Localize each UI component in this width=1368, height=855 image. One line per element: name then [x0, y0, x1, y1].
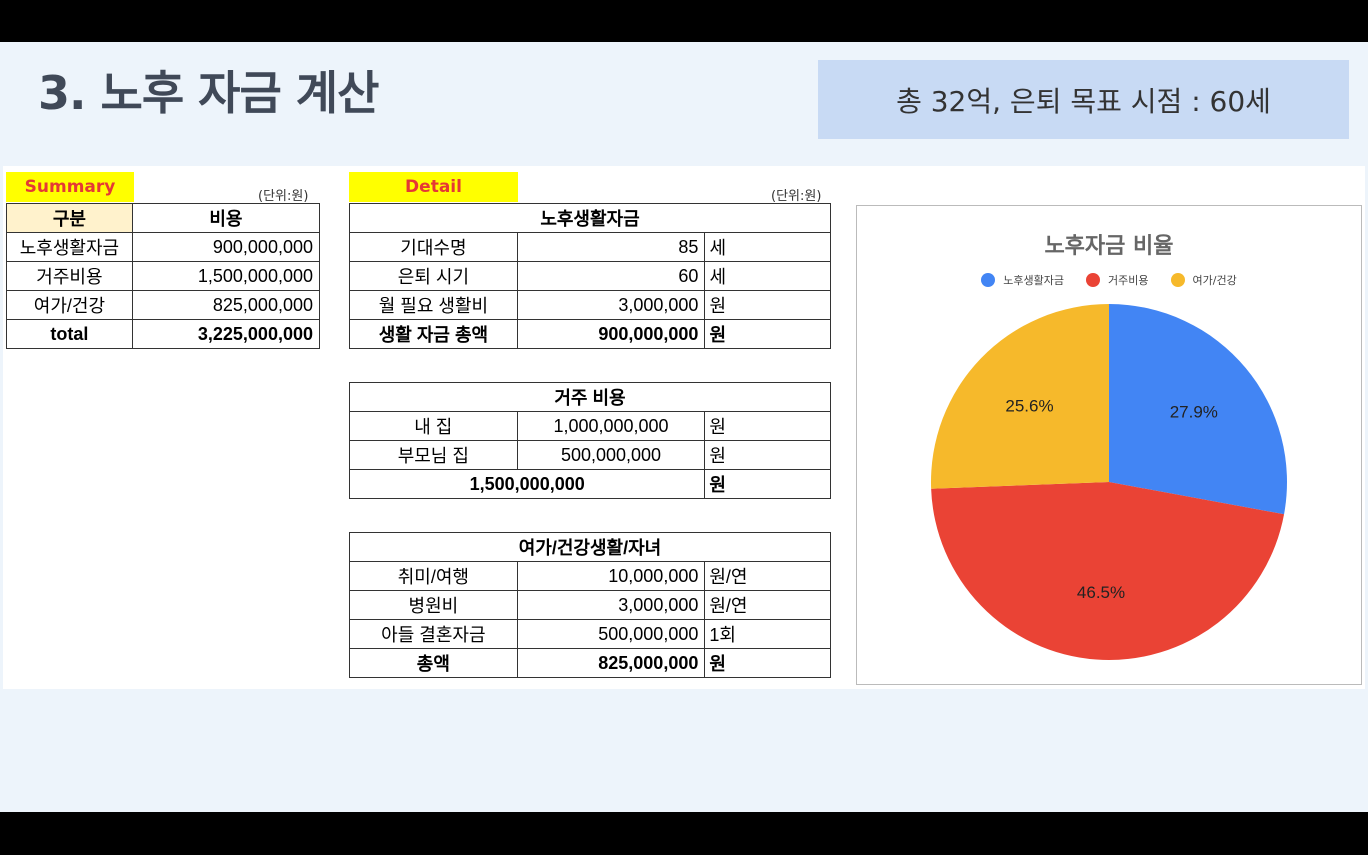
- row-unit: 세: [704, 261, 831, 291]
- leisure-table: 여가/건강생활/자녀 취미/여행 10,000,000 원/연 병원비 3,00…: [349, 532, 831, 678]
- table-row: 내 집 1,000,000,000 원: [349, 411, 831, 441]
- header-category: 구분: [6, 203, 133, 233]
- legend-label: 여가/건강: [1192, 274, 1237, 287]
- table-row: 노후생활자금 900,000,000: [6, 232, 321, 262]
- table-row: 부모님 집 500,000,000 원: [349, 440, 831, 470]
- table-row: 1,500,000,000 원: [348, 469, 831, 499]
- legend-label: 거주비용: [1108, 274, 1149, 287]
- row-unit: 세: [704, 232, 831, 262]
- total-label: 생활 자금 총액: [349, 319, 518, 349]
- row-label: 취미/여행: [349, 561, 518, 591]
- table-row: 생활 자금 총액 900,000,000 원: [349, 319, 831, 349]
- row-label: 은퇴 시기: [349, 261, 518, 291]
- row-label: 월 필요 생활비: [349, 290, 518, 320]
- row-value: 1,500,000,000: [131, 261, 321, 291]
- row-label: 노후생활자금: [6, 232, 133, 262]
- header-cost: 비용: [131, 203, 321, 233]
- row-value: 3,000,000: [516, 290, 706, 320]
- row-value: 85: [516, 232, 706, 262]
- legend-item: 거주비용: [1086, 272, 1149, 288]
- pie-slice: [931, 304, 1109, 489]
- row-unit: 원: [704, 440, 831, 470]
- row-label: 거주비용: [6, 261, 133, 291]
- row-label: 내 집: [349, 411, 518, 441]
- housing-table: 거주 비용 내 집 1,000,000,000 원 부모님 집 500,000,…: [348, 382, 831, 499]
- row-label: 여가/건강: [6, 290, 133, 320]
- table-row: 기대수명 85 세: [349, 232, 831, 262]
- slice-label: 27.9%: [1170, 402, 1218, 421]
- table-row: 구분 비용: [6, 203, 321, 233]
- summary-tag: Summary: [6, 172, 134, 202]
- pie-slice: [931, 482, 1285, 660]
- table-row: 병원비 3,000,000 원/연: [349, 590, 831, 620]
- living-header: 노후생활자금: [349, 203, 831, 233]
- table-row: 여가/건강생활/자녀: [349, 532, 831, 562]
- page-title: 3. 노후 자금 계산: [38, 66, 379, 120]
- total-value: 1,500,000,000: [348, 469, 706, 499]
- row-unit: 원/연: [704, 561, 831, 591]
- total-value: 900,000,000: [516, 319, 706, 349]
- table-row: 거주 비용: [349, 382, 831, 412]
- legend-item: 노후생활자금: [981, 272, 1064, 288]
- summary-table: 구분 비용 노후생활자금 900,000,000 거주비용 1,500,000,…: [6, 203, 321, 349]
- row-value: 3,000,000: [516, 590, 706, 620]
- row-unit: 원: [704, 290, 831, 320]
- legend-swatch-icon: [1086, 273, 1101, 287]
- detail-tag: Detail: [349, 172, 518, 202]
- detail-unit: (단위:원): [771, 189, 822, 204]
- housing-header: 거주 비용: [349, 382, 831, 412]
- summary-unit: (단위:원): [258, 189, 309, 204]
- total-unit: 원: [704, 319, 831, 349]
- row-value: 1,000,000,000: [516, 411, 706, 441]
- legend-label: 노후생활자금: [1003, 274, 1065, 287]
- total-value: 825,000,000: [516, 648, 706, 678]
- table-row: total 3,225,000,000: [6, 319, 321, 349]
- row-label: 아들 결혼자금: [349, 619, 518, 649]
- legend-swatch-icon: [1170, 273, 1185, 287]
- row-unit: 원/연: [704, 590, 831, 620]
- row-value: 500,000,000: [516, 619, 706, 649]
- leisure-header: 여가/건강생활/자녀: [349, 532, 831, 562]
- row-unit: 원: [704, 411, 831, 441]
- table-row: 총액 825,000,000 원: [349, 648, 831, 678]
- slide: 3. 노후 자금 계산 총 32억, 은퇴 목표 시점 : 60세 Summar…: [0, 42, 1368, 812]
- total-unit: 원: [704, 648, 831, 678]
- table-row: 아들 결혼자금 500,000,000 1회: [349, 619, 831, 649]
- total-unit: 원: [704, 469, 831, 499]
- row-value: 825,000,000: [131, 290, 321, 320]
- total-label: total: [6, 319, 133, 349]
- table-row: 노후생활자금: [349, 203, 831, 233]
- legend-item: 여가/건강: [1170, 272, 1237, 288]
- living-table: 노후생활자금 기대수명 85 세 은퇴 시기 60 세 월 필요 생활비 3,0…: [349, 203, 831, 349]
- chart-title: 노후자금 비율: [1044, 234, 1174, 259]
- row-value: 60: [516, 261, 706, 291]
- table-row: 여가/건강 825,000,000: [6, 290, 321, 320]
- pie-chart: 27.9% 46.5% 25.6% 노후자금 비율 노후생활자금 거주비용 여가/건…: [856, 205, 1362, 685]
- row-value: 500,000,000: [516, 440, 706, 470]
- row-value: 10,000,000: [516, 561, 706, 591]
- row-label: 부모님 집: [349, 440, 518, 470]
- row-unit: 1회: [704, 619, 831, 649]
- pie-chart-svg: 27.9% 46.5% 25.6%: [931, 304, 1287, 660]
- table-row: 월 필요 생활비 3,000,000 원: [349, 290, 831, 320]
- legend-swatch-icon: [981, 273, 996, 287]
- total-value: 3,225,000,000: [131, 319, 321, 349]
- table-row: 거주비용 1,500,000,000: [6, 261, 321, 291]
- row-label: 병원비: [349, 590, 518, 620]
- chart-legend: 노후생활자금 거주비용 여가/건강: [857, 272, 1361, 288]
- slice-label: 25.6%: [1005, 396, 1053, 415]
- table-row: 취미/여행 10,000,000 원/연: [349, 561, 831, 591]
- total-label: 총액: [349, 648, 518, 678]
- table-row: 은퇴 시기 60 세: [349, 261, 831, 291]
- pie-slice: [1109, 304, 1287, 515]
- spreadsheet-area: Summary (단위:원) 구분 비용 노후생활자금 900,000,000 …: [3, 166, 1365, 689]
- row-label: 기대수명: [349, 232, 518, 262]
- row-value: 900,000,000: [131, 232, 321, 262]
- slice-label: 46.5%: [1077, 583, 1125, 602]
- goal-banner: 총 32억, 은퇴 목표 시점 : 60세: [818, 60, 1349, 139]
